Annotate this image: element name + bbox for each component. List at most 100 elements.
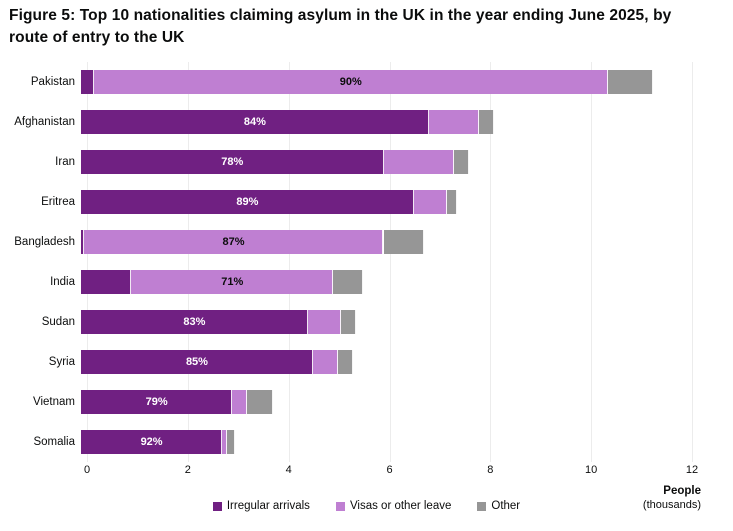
category-label: India [50, 276, 75, 288]
bar-segment-visas [232, 390, 248, 414]
bar-track: 89% [81, 190, 686, 214]
gridline [288, 62, 290, 462]
bar-row: India 71% [0, 262, 733, 302]
bar-segment-visas [83, 230, 384, 254]
x-axis-unit-label: People (thousands) [643, 484, 701, 512]
bar-segment-irregular [81, 390, 233, 414]
category-label: Bangladesh [14, 236, 75, 248]
gridline [87, 62, 88, 462]
bar-segment-other [338, 350, 354, 374]
bar-percentage-label: 92% [140, 436, 163, 448]
gridline [389, 62, 391, 462]
figure-title: Figure 5: Top 10 nationalities claiming … [9, 7, 672, 46]
category-label: Iran [55, 156, 75, 168]
bar-track: 84% [81, 110, 686, 134]
bar-track: 71% [81, 270, 686, 294]
category-label: Pakistan [30, 76, 75, 88]
x-tick-label: 2 [184, 464, 191, 476]
legend-label: Visas or other leave [349, 500, 452, 512]
bar-segment-irregular [81, 430, 223, 454]
bar-segment-irregular [81, 110, 429, 134]
bar-segment-other [446, 190, 457, 214]
bar-percentage-label: 79% [145, 396, 168, 408]
x-tick-label: 0 [83, 464, 91, 476]
bar-percentage-label: 83% [183, 316, 206, 328]
bar-segment-other [333, 270, 364, 294]
bar-row: Sudan 83% [0, 302, 733, 342]
bar-row: Vietnam 79% [0, 382, 733, 422]
x-tick-label: 10 [585, 464, 598, 476]
bar-track: 83% [81, 310, 686, 334]
bar-rows: Pakistan 90% Afghanistan 84% Iran 78% Eritrea 8… [0, 62, 733, 462]
legend-swatch-other [477, 501, 487, 511]
legend-swatch-visas [335, 501, 345, 511]
bar-segment-other [247, 390, 273, 414]
legend-item-irregular: Irregular arrivals [212, 500, 310, 512]
gridline [187, 62, 189, 462]
bar-track: 90% [81, 70, 686, 94]
x-tick-label: 6 [386, 464, 393, 476]
bar-segment-other [383, 230, 424, 254]
bar-row: Afghanistan 84% [0, 102, 733, 142]
axis-unit-thousands: (thousands) [642, 499, 701, 511]
legend-item-other: Other [477, 500, 520, 512]
bar-segment-other [479, 110, 495, 134]
axis-unit-people: People [663, 485, 701, 497]
category-label: Eritrea [41, 196, 75, 208]
bar-segment-irregular [81, 190, 414, 214]
bar-segment-irregular [81, 350, 313, 374]
bar-row: Iran 78% [0, 142, 733, 182]
x-tick-label: 4 [285, 464, 292, 476]
bar-segment-other [607, 70, 654, 94]
category-label: Sudan [41, 316, 75, 328]
gridline [591, 62, 593, 462]
category-label: Vietnam [33, 396, 75, 408]
gridline [692, 62, 693, 462]
bar-track: 78% [81, 150, 686, 174]
bar-row: Syria 85% [0, 342, 733, 382]
chart-plot-area: Pakistan 90% Afghanistan 84% Iran 78% Eritrea 8… [0, 62, 733, 462]
legend-item-visas: Visas or other leave [335, 500, 452, 512]
bar-percentage-label: 78% [221, 156, 244, 168]
bar-track: 87% [81, 230, 686, 254]
legend-label: Other [491, 500, 521, 512]
bar-percentage-label: 84% [243, 116, 266, 128]
bar-segment-visas [428, 110, 480, 134]
bar-percentage-label: 87% [222, 236, 245, 248]
bar-segment-visas [131, 270, 334, 294]
bar-segment-other [227, 430, 235, 454]
bar-percentage-label: 90% [339, 76, 362, 88]
legend-label: Irregular arrivals [226, 500, 310, 512]
bar-segment-visas [383, 150, 455, 174]
bar-track: 79% [81, 390, 686, 414]
x-axis-ticks: 0 2 4 6 8 10 12 [83, 464, 698, 478]
bar-segment-other [340, 310, 356, 334]
bar-track: 85% [81, 350, 686, 374]
bar-segment-irregular [81, 310, 308, 334]
bar-segment-irregular [81, 150, 384, 174]
category-label: Afghanistan [14, 116, 75, 128]
x-tick-label: 8 [487, 464, 494, 476]
bar-percentage-label: 85% [185, 356, 208, 368]
bar-segment-other [454, 150, 470, 174]
chart-legend: Irregular arrivals Visas or other leave Ot… [0, 500, 733, 512]
legend-swatch-irregular [212, 501, 222, 511]
bar-row: Somalia 92% [0, 422, 733, 462]
x-tick-label: 12 [685, 464, 699, 476]
bar-segment-visas [312, 350, 339, 374]
bar-segment-visas [93, 70, 608, 94]
bar-segment-irregular [81, 230, 84, 254]
bar-track: 92% [81, 430, 686, 454]
bar-segment-visas [307, 310, 341, 334]
bar-row: Eritrea 89% [0, 182, 733, 222]
bar-row: Bangladesh 87% [0, 222, 733, 262]
bar-segment-visas [413, 190, 447, 214]
bar-segment-irregular [81, 270, 132, 294]
bar-row: Pakistan 90% [0, 62, 733, 102]
gridline [490, 62, 492, 462]
bar-percentage-label: 89% [236, 196, 259, 208]
category-label: Syria [48, 356, 75, 368]
bar-segment-irregular [81, 70, 94, 94]
bar-segment-visas [222, 430, 228, 454]
category-label: Somalia [33, 436, 75, 448]
